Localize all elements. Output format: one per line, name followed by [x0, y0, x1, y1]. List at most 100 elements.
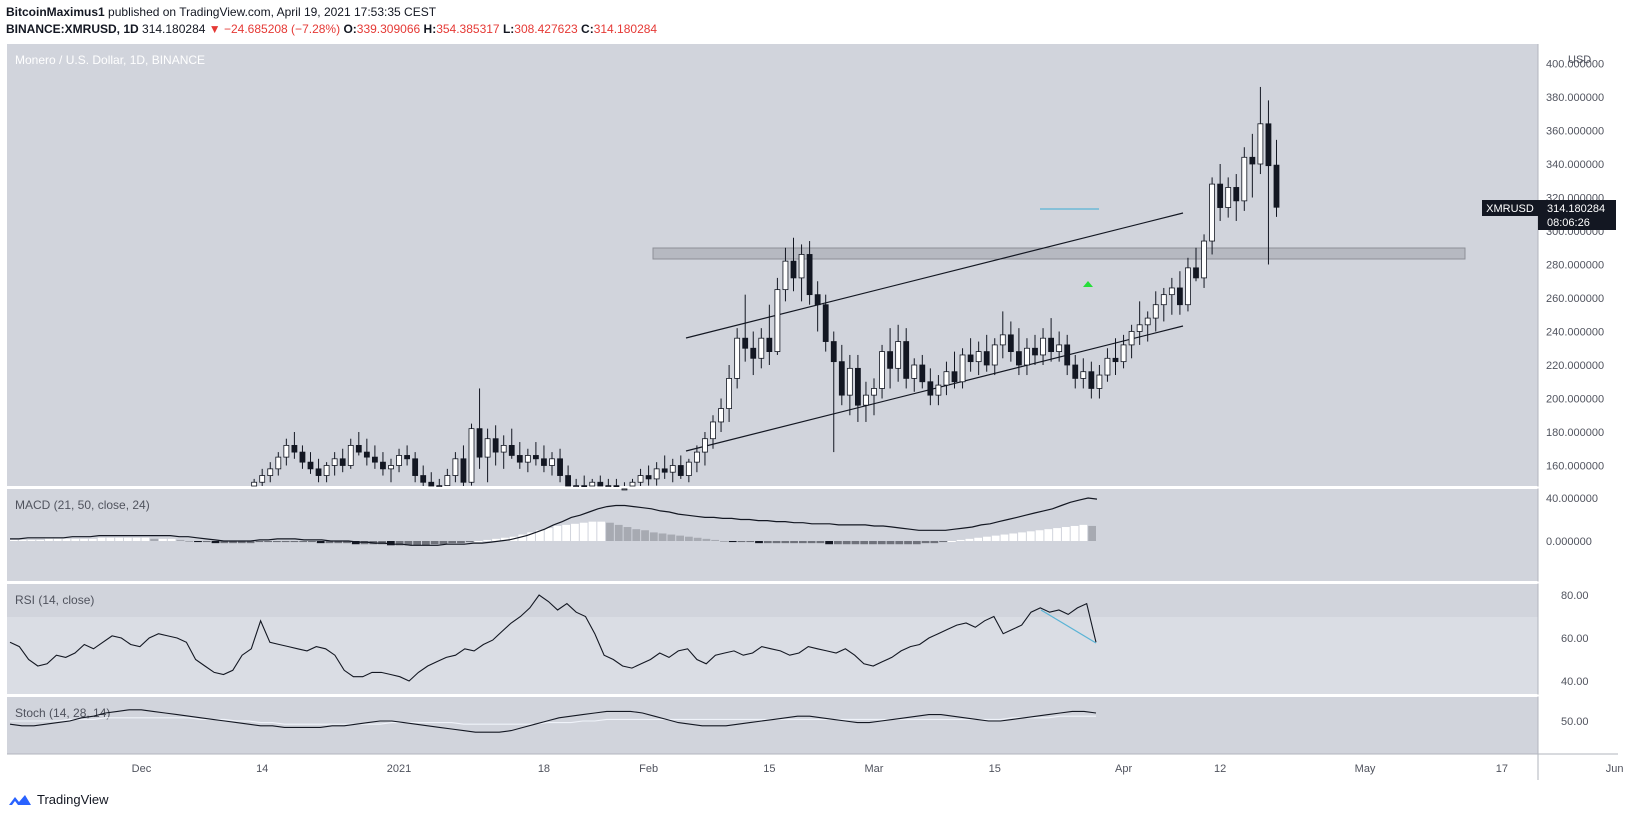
candle-body	[508, 444, 515, 456]
candle-body	[1088, 371, 1095, 389]
rsi-divergence-line[interactable]	[1040, 609, 1097, 644]
candle-body	[879, 351, 885, 389]
candle-body	[1193, 267, 1199, 279]
time-axis-labels: Dec14202118Feb15Mar15Apr12May17Jun14	[132, 763, 1624, 775]
macd-indicator	[10, 497, 1098, 546]
candle-body	[452, 458, 459, 476]
macd-hist-bar	[237, 541, 246, 544]
candle-body	[444, 475, 451, 486]
rsi-pane-title: RSI (14, close)	[15, 593, 94, 607]
macd-hist-bar	[781, 541, 790, 544]
time-label: Dec	[132, 763, 152, 775]
candle-body	[283, 444, 290, 458]
macd-hist-bar	[465, 541, 474, 543]
candle-body	[557, 458, 563, 476]
buy-signal-arrow	[1083, 281, 1093, 287]
candle-body	[991, 344, 998, 366]
candle-body	[742, 337, 749, 349]
candle-body	[887, 351, 893, 369]
macd-hist-bar	[474, 541, 483, 542]
candle-body	[951, 371, 958, 383]
candle-body	[371, 456, 378, 463]
close-label: C:	[581, 22, 594, 36]
macd-hist-bar	[842, 541, 851, 545]
macd-hist-bar	[386, 541, 395, 546]
macd-hist-bar	[851, 541, 860, 545]
low-label: L:	[502, 22, 515, 36]
candle-body	[347, 444, 354, 466]
macd-hist-bar	[947, 541, 956, 542]
price-tag-value: 314.180284	[1547, 203, 1605, 215]
macd-hist-bar	[448, 541, 457, 544]
price-tag-symbol: XMRUSD	[1486, 203, 1534, 215]
candle-body	[1249, 156, 1256, 165]
macd-hist-bar	[71, 538, 80, 541]
time-label: May	[1355, 763, 1376, 775]
candle-body	[975, 351, 982, 363]
candle-body	[1120, 344, 1127, 363]
macd-hist-bar	[194, 541, 202, 543]
macd-hist-bar	[544, 528, 553, 541]
candle-body	[863, 394, 869, 406]
macd-pane-bg	[7, 489, 1538, 581]
candle-body	[307, 461, 314, 470]
main-pane-title: Monero / U.S. Dollar, 1D, BINANCE	[15, 53, 205, 67]
macd-hist-bar	[974, 537, 983, 541]
time-label: Mar	[865, 763, 884, 775]
macd-hist-bar	[693, 537, 702, 541]
candle-body	[766, 337, 773, 353]
macd-hist-bar	[983, 536, 991, 541]
price-tick: 380.000000	[1546, 92, 1604, 104]
candle-body	[782, 260, 789, 291]
stoch-axis-ticks: 50.00	[1561, 716, 1589, 728]
close-value: 314.180284	[593, 22, 658, 36]
macd-hist-bar	[395, 541, 404, 546]
candle-body	[500, 444, 507, 453]
macd-hist-bar	[413, 541, 422, 546]
candle-body	[830, 341, 837, 363]
candle-body	[790, 260, 797, 279]
price-tick: 200.000000	[1546, 394, 1604, 406]
macd-hist-bar	[457, 541, 465, 544]
macd-hist-bar	[790, 541, 798, 544]
support-zone[interactable]	[652, 247, 1466, 260]
time-label: 15	[989, 763, 1001, 775]
candle-body	[565, 475, 571, 487]
candle-body	[685, 461, 692, 476]
macd-hist-bar	[614, 524, 623, 541]
candles	[251, 86, 1280, 491]
candle-body	[605, 485, 612, 488]
candle-body	[420, 475, 427, 483]
macd-hist-bar	[1053, 528, 1061, 541]
channel-lower-line[interactable]	[685, 325, 1184, 452]
high-label: H:	[423, 22, 437, 36]
macd-hist-bar	[676, 535, 684, 541]
publish-info: published on TradingView.com, April 19, …	[108, 5, 437, 19]
macd-hist-bar	[816, 541, 825, 544]
author-name[interactable]: BitcoinMaximus1	[6, 5, 105, 19]
candle-body	[1104, 357, 1111, 376]
candle-body	[1152, 304, 1159, 319]
candle-body	[871, 388, 877, 396]
candle-body	[1048, 337, 1054, 353]
macd-hist-bar	[439, 541, 448, 545]
rsi-axis-ticks: 80.00 60.00 40.00	[1561, 590, 1589, 688]
macd-hist-bar	[728, 541, 737, 543]
price-tick: 180.000000	[1546, 427, 1604, 439]
rsi-tick: 40.00	[1561, 676, 1589, 688]
candle-body	[814, 294, 821, 306]
macd-hist-bar	[422, 541, 430, 546]
candle-body	[315, 468, 322, 476]
tradingview-logo-icon	[9, 794, 31, 805]
candle-body	[967, 354, 974, 363]
open-value: 339.309066	[356, 22, 421, 36]
channel-upper-line[interactable]	[685, 212, 1184, 339]
macd-hist-bar	[886, 541, 895, 545]
ohlc-line: BINANCE:XMRUSD, 1D 314.180284 ▼ −24.6852…	[6, 22, 657, 36]
tradingview-brand[interactable]: TradingView	[8, 792, 109, 807]
price-tick: 240.000000	[1546, 327, 1604, 339]
price-tag-value-bg	[1538, 200, 1616, 230]
candle-body	[541, 458, 547, 466]
macd-hist-bar	[176, 539, 185, 541]
